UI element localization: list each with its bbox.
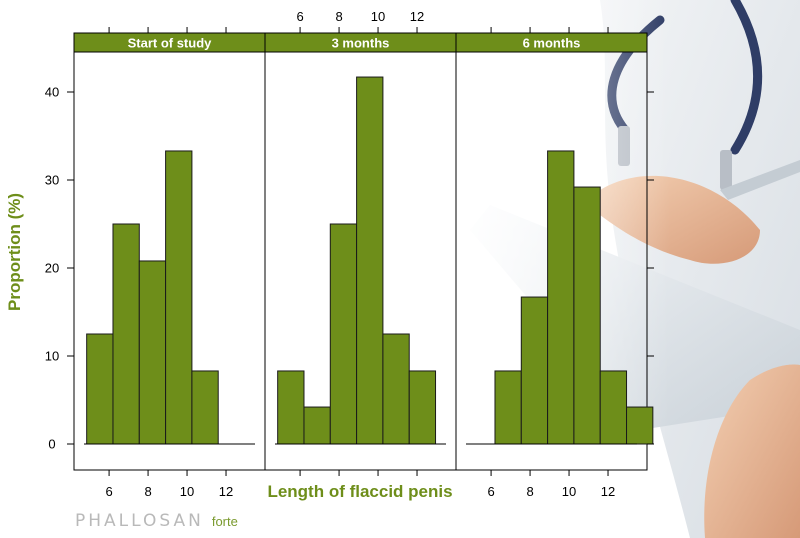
- panel-1: Start of study: [73, 32, 266, 471]
- histogram-bar: [303, 406, 331, 445]
- histogram-bar: [112, 223, 140, 445]
- histogram-bar: [573, 186, 601, 445]
- x-tick-label: 10: [562, 484, 576, 499]
- x-tick-label: 6: [105, 484, 112, 499]
- x-tick-label: 6: [296, 9, 303, 24]
- histogram-bar: [408, 370, 437, 445]
- brand-name: PHALLOSAN: [75, 511, 204, 531]
- histogram-bar: [356, 76, 384, 445]
- histogram-bar: [86, 333, 114, 445]
- histogram-bar: [520, 296, 549, 445]
- y-tick-label: 20: [45, 261, 59, 276]
- histogram-bar: [599, 370, 628, 445]
- y-axis-label: Proportion (%): [5, 193, 24, 311]
- panel-2: 3 months: [264, 32, 457, 471]
- x-axis-panel-2: 6 8 10 12: [296, 9, 424, 476]
- panel-3: 6 months: [455, 32, 654, 471]
- x-tick-label: 8: [526, 484, 533, 499]
- histogram-bar: [494, 370, 522, 445]
- histogram-bar: [191, 370, 219, 445]
- x-tick-label: 12: [410, 9, 424, 24]
- histogram-bar: [626, 406, 654, 445]
- x-axis-panel-3: 6 8 10 12: [487, 27, 615, 499]
- x-tick-label: 10: [180, 484, 194, 499]
- histogram-bar: [329, 223, 358, 445]
- x-tick-label: 12: [601, 484, 615, 499]
- x-tick-label: 10: [371, 9, 385, 24]
- panel-title: 3 months: [332, 36, 390, 51]
- histogram-bar: [138, 260, 167, 445]
- panel-title: Start of study: [128, 36, 213, 51]
- panel-strip: [455, 32, 648, 53]
- x-tick-label: 8: [144, 484, 151, 499]
- y-tick-label: 10: [45, 349, 59, 364]
- histogram-bar: [165, 150, 193, 445]
- y-axis: 0 10 20 30 40: [45, 85, 654, 452]
- brand-logo: PHALLOSAN forte: [75, 511, 238, 535]
- histogram-bar: [277, 370, 305, 445]
- x-axis-label: Length of flaccid penis: [267, 482, 452, 501]
- x-axis-panel-1: 6 8 10 12: [105, 27, 233, 499]
- histogram-bar: [547, 150, 575, 445]
- x-tick-label: 8: [335, 9, 342, 24]
- histogram-bar: [382, 333, 410, 445]
- x-tick-label: 12: [219, 484, 233, 499]
- y-tick-label: 40: [45, 85, 59, 100]
- panel-title: 6 months: [523, 36, 581, 51]
- y-tick-label: 30: [45, 173, 59, 188]
- brand-sub: forte: [211, 514, 238, 529]
- x-tick-label: 6: [487, 484, 494, 499]
- y-tick-label: 0: [48, 437, 55, 452]
